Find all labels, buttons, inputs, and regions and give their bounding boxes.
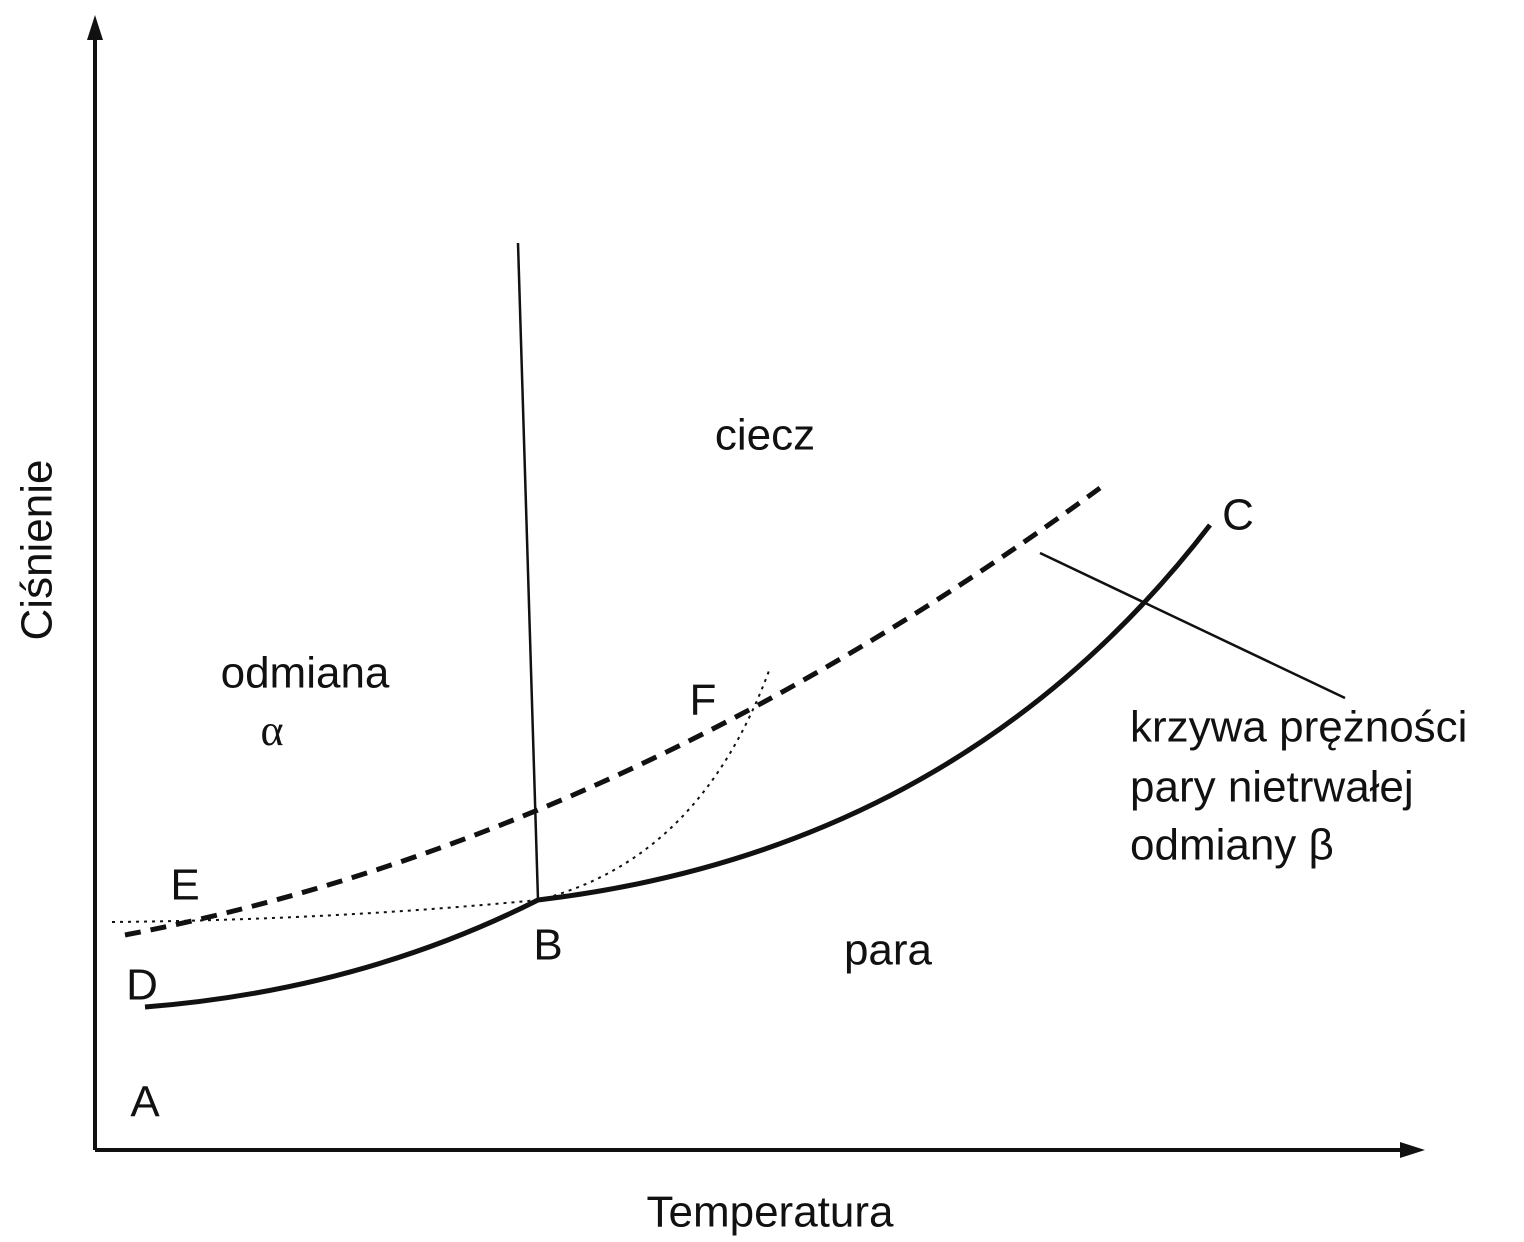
annotation-line: krzywa prężności: [1130, 703, 1467, 752]
region-symbol: α: [260, 706, 283, 755]
point-label: A: [130, 1078, 160, 1127]
point-label: B: [533, 921, 562, 970]
annotation-line: pary nietrwałej: [1130, 763, 1414, 812]
vapor-pressure-curve: [537, 523, 1212, 903]
x-axis-label: Temperatura: [646, 1188, 894, 1237]
point-label: C: [1222, 491, 1254, 540]
dotted-extension: [111, 899, 539, 923]
leader-line: [1039, 551, 1346, 700]
y-axis-label: Ciśnienie: [13, 460, 62, 641]
region-label: odmiana: [221, 649, 390, 698]
point-label: D: [126, 961, 158, 1010]
annotation-line: odmiany β: [1130, 821, 1334, 870]
point-label: F: [690, 676, 717, 725]
melting-line: [516, 242, 540, 901]
region-label: ciecz: [715, 411, 815, 460]
dotted-curve: [537, 667, 771, 901]
region-label: para: [844, 926, 933, 975]
y-axis-arrow: [87, 15, 103, 40]
point-label: E: [170, 861, 199, 910]
x-axis-arrow: [1400, 1142, 1425, 1158]
sublimation-curve: [144, 897, 540, 1010]
